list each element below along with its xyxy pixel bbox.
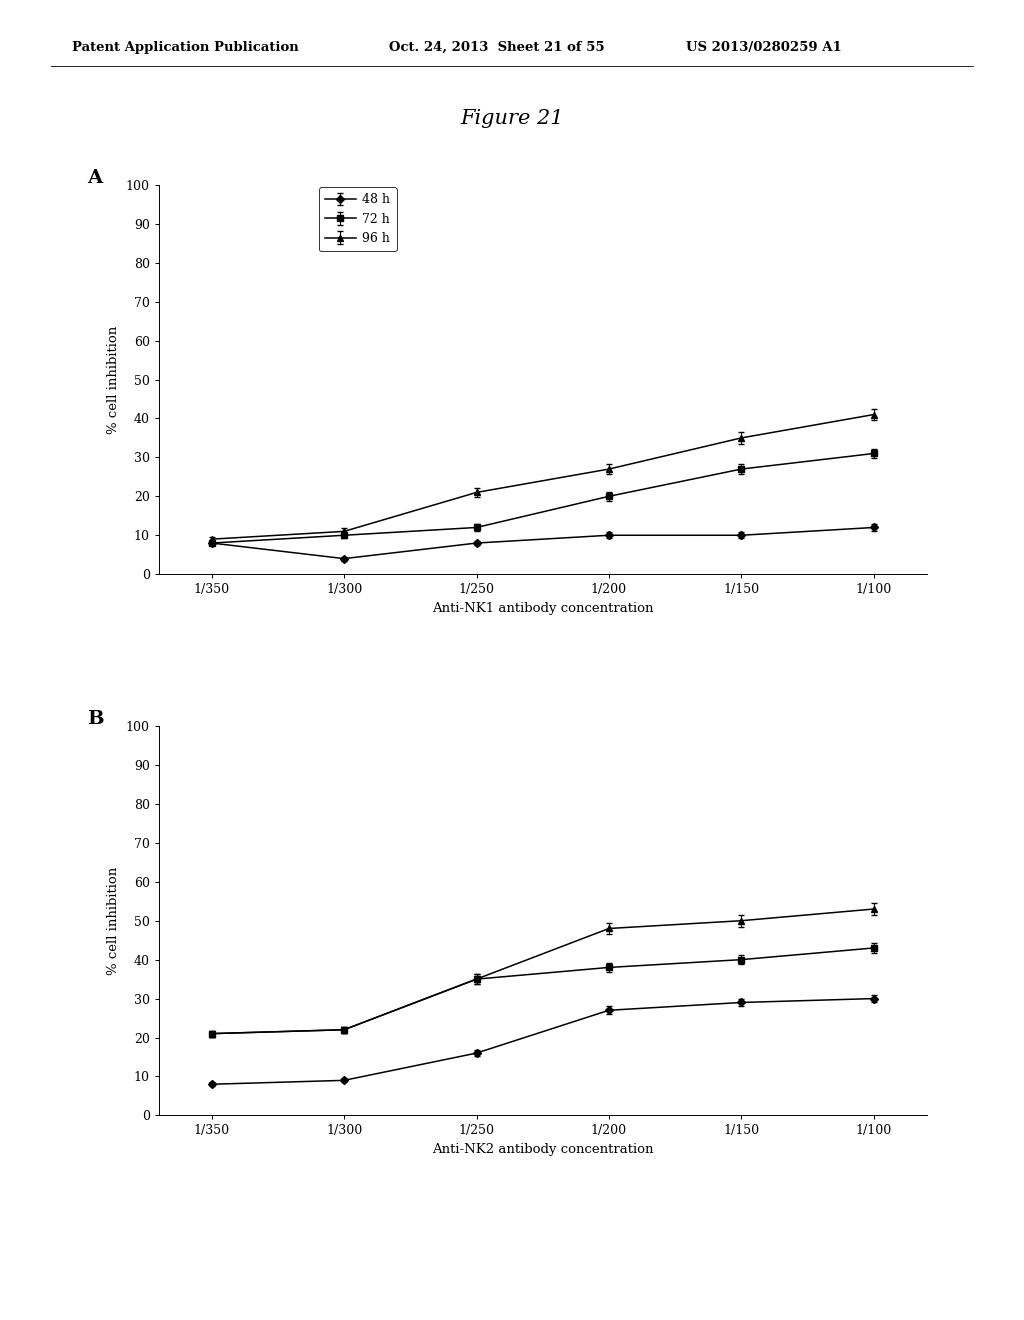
X-axis label: Anti-NK2 antibody concentration: Anti-NK2 antibody concentration [432,1143,653,1156]
Y-axis label: % cell inhibition: % cell inhibition [108,325,120,434]
Y-axis label: % cell inhibition: % cell inhibition [108,866,120,975]
X-axis label: Anti-NK1 antibody concentration: Anti-NK1 antibody concentration [432,602,653,615]
Legend: 48 h, 72 h, 96 h: 48 h, 72 h, 96 h [318,187,396,251]
Text: A: A [87,169,102,187]
Text: Figure 21: Figure 21 [460,110,564,128]
Text: Oct. 24, 2013  Sheet 21 of 55: Oct. 24, 2013 Sheet 21 of 55 [389,41,605,54]
Text: US 2013/0280259 A1: US 2013/0280259 A1 [686,41,842,54]
Text: Patent Application Publication: Patent Application Publication [72,41,298,54]
Text: B: B [87,710,103,729]
